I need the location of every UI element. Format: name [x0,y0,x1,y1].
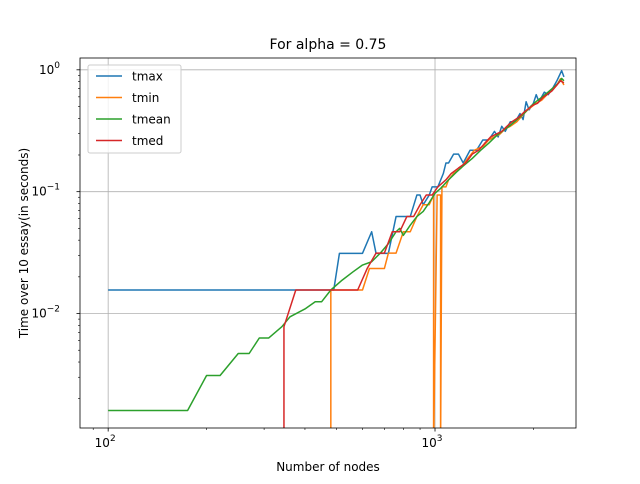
legend-label-tmax: tmax [132,70,163,84]
legend: tmax tmin tmean tmed [87,64,182,154]
legend-label-tmean: tmean [132,113,171,127]
legend-label-tmin: tmin [132,91,159,105]
chart-title: For alpha = 0.75 [270,37,387,53]
legend-label-tmed: tmed [132,134,163,148]
legend-box [87,64,182,154]
series-lines [108,69,565,428]
axes-frame [79,57,577,429]
series-line-tmax [108,69,565,291]
series-line-tmed [283,80,565,428]
y-axis-label: Time over 10 essay(in seconds) [17,148,31,339]
x-axis-label: Number of nodes [276,460,380,474]
